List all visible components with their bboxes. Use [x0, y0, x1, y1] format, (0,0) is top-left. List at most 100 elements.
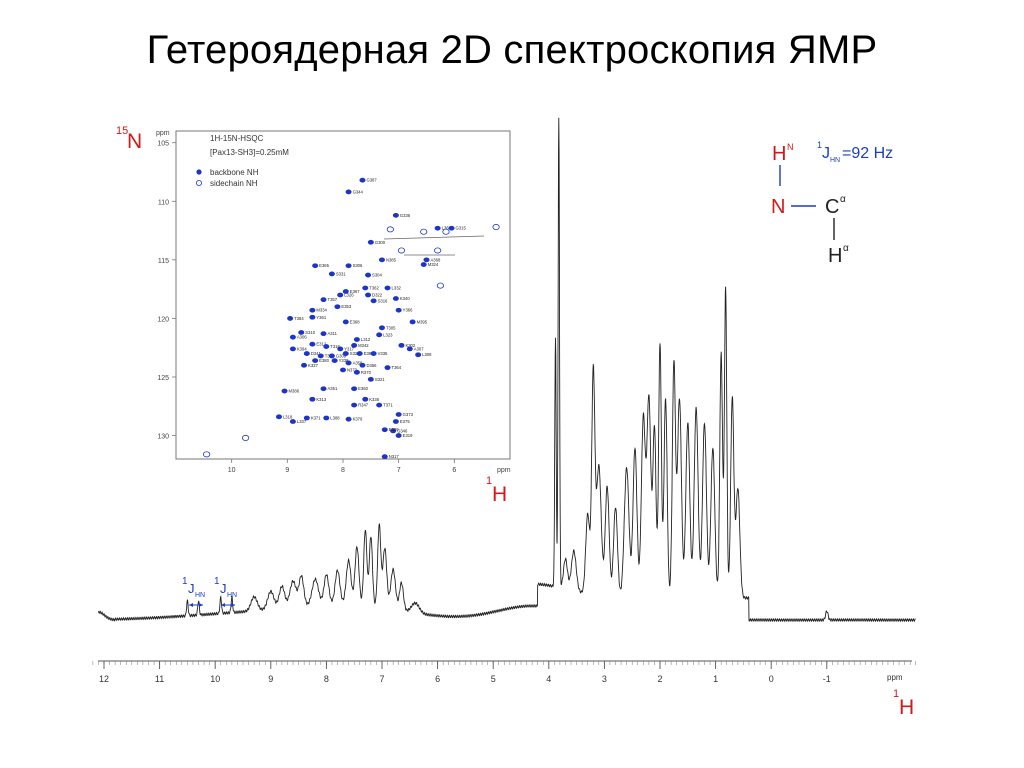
hsqc-x-mass: 1	[486, 475, 492, 487]
peak-label: E368	[350, 319, 360, 324]
spectrum-tick-label: -1	[823, 674, 831, 684]
struct-n: N	[771, 196, 785, 218]
hsqc-y-symbol: N	[127, 130, 142, 153]
peak-label: L367	[442, 226, 452, 231]
peak-label: D341	[311, 351, 322, 356]
backbone-peak	[378, 325, 385, 331]
backbone-peak	[331, 358, 338, 363]
peak-label: E319	[403, 433, 413, 438]
hsqc-legend-backbone: backbone NH	[210, 168, 259, 177]
backbone-peak	[337, 292, 344, 298]
peak-label: G344	[353, 189, 364, 194]
struct-ca-sup: α	[840, 194, 846, 205]
backbone-peak	[320, 386, 327, 392]
peak-label: S310	[305, 330, 315, 335]
backbone-peak	[309, 307, 316, 313]
peak-label: G309	[336, 353, 347, 358]
hsqc-legend-sidechain: sidechain NH	[210, 179, 258, 188]
sidechain-peak	[442, 228, 450, 235]
hsqc-y-tick-label: 130	[157, 434, 169, 441]
backbone-peak	[378, 257, 385, 263]
peak-label: K313	[316, 397, 326, 402]
peak-label: Y361	[316, 315, 326, 320]
backbone-peak	[409, 319, 416, 325]
peak-label: R347	[358, 403, 369, 408]
backbone-peak	[351, 402, 358, 408]
legend-open-marker	[195, 179, 202, 186]
peak-label: Y366	[403, 308, 413, 313]
peak-label: L318	[283, 414, 293, 419]
backbone-peak	[381, 427, 388, 433]
struct-hn: H	[772, 143, 786, 165]
peak-label: T384	[294, 316, 304, 321]
peak-label: E367	[350, 289, 360, 294]
backbone-peak	[392, 212, 399, 218]
sidechain-peak	[241, 434, 250, 441]
backbone-peak	[367, 239, 374, 245]
peak-label: E389	[364, 351, 374, 356]
hsqc-y-tick-label: 125	[157, 375, 169, 382]
peak-label: L308	[422, 352, 432, 357]
peak-label: T364	[392, 365, 402, 370]
backbone-peak	[448, 225, 455, 231]
peak-label: K302	[405, 343, 415, 348]
hsqc-y-mass: 15	[116, 125, 128, 137]
spectrum-unit-label: ppm	[887, 673, 903, 682]
backbone-peak	[320, 331, 327, 337]
peak-label: N385	[386, 257, 397, 262]
peak-label: S304	[372, 273, 382, 278]
backbone-peak	[342, 351, 349, 356]
peak-label: T362	[369, 285, 379, 290]
backbone-peak	[340, 367, 346, 373]
peak-label: L337	[297, 419, 307, 424]
peak-label: L332	[392, 285, 402, 290]
spectrum-tick-label: 3	[602, 674, 607, 684]
backbone-peak	[328, 271, 335, 277]
backbone-peak	[351, 342, 358, 348]
spectrum-trace	[97, 117, 916, 623]
backbone-peak	[398, 342, 405, 348]
peak-label: V335	[378, 351, 388, 356]
backbone-peak	[362, 396, 369, 402]
peak-label: M395	[417, 319, 428, 324]
backbone-peak	[317, 353, 324, 359]
spectrum-x-nucleus: 1 H	[893, 688, 914, 719]
spectrum-tick-label: 12	[99, 674, 109, 684]
peak-label: D356	[366, 363, 377, 368]
backbone-peak	[395, 412, 402, 417]
slide-title: Гетероядерная 2D спектроскопия ЯМР	[146, 28, 878, 72]
backbone-peak	[392, 419, 399, 424]
backbone-peak	[356, 351, 363, 356]
peak-label: E365	[319, 263, 329, 268]
spectrum-tick-label: 11	[155, 674, 164, 684]
backbone-peak	[365, 272, 372, 278]
spectrum-tick-label: 2	[657, 674, 662, 684]
backbone-peak	[415, 352, 422, 358]
hsqc-unit-bottom: ppm	[497, 467, 511, 474]
peak-label: A311	[328, 331, 338, 336]
hsqc-x-tick-label: 6	[452, 467, 456, 474]
spectrum-tick-label: 6	[435, 674, 440, 684]
spectrum-tick-label: 5	[491, 674, 496, 684]
backbone-peak	[303, 351, 310, 356]
legend-filled-marker	[196, 169, 202, 175]
peak-label: E380	[319, 358, 329, 363]
spectrum-x-symbol: H	[899, 696, 914, 719]
peak-label: K340	[400, 296, 410, 301]
peak-label: G300	[375, 240, 386, 245]
peak-label: M334	[316, 308, 327, 313]
hsqc-peaks: G387 G344 G336 L367 G315 G300 N385 A368 E365 S306…	[203, 178, 500, 459]
backbone-peak	[281, 388, 288, 394]
spectrum-tick-label: 1	[713, 674, 718, 684]
struct-ha: H	[828, 245, 842, 267]
hsqc-y-tick-label: 120	[157, 316, 169, 323]
backbone-peak	[384, 365, 391, 371]
backbone-peak	[353, 337, 360, 342]
peak-label: K336	[369, 397, 379, 402]
peak-label: G336	[400, 213, 411, 218]
backbone-peak	[323, 415, 330, 421]
backbone-peak	[367, 376, 374, 382]
hsqc-x-tick-label: 8	[341, 467, 345, 474]
spectrum-minor-ticks	[92, 661, 917, 665]
backbone-peak	[345, 360, 352, 366]
